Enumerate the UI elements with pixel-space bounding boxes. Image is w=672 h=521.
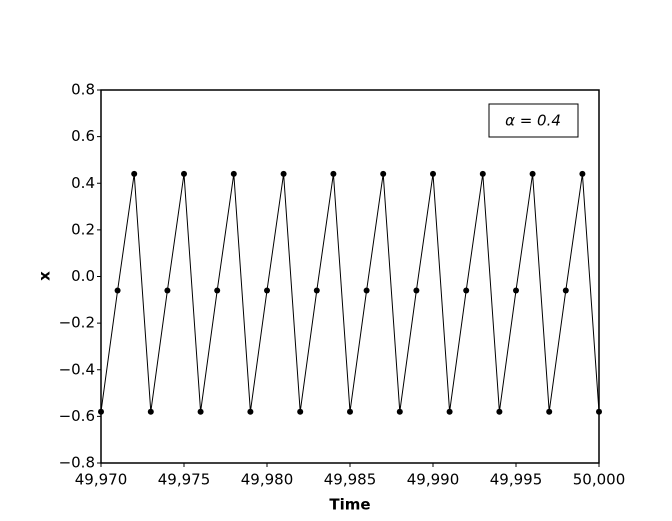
y-tick-label: 0.4	[71, 174, 95, 192]
data-point	[479, 170, 486, 177]
data-point	[280, 170, 287, 177]
x-tick-label: 49,975	[158, 471, 211, 489]
data-point	[114, 287, 121, 294]
annotation: α = 0.4	[505, 112, 561, 130]
y-tick-label: 0.2	[71, 220, 95, 238]
x-axis-label: Time	[329, 496, 370, 514]
data-point	[347, 408, 353, 415]
data-point	[131, 170, 138, 177]
data-point	[98, 408, 104, 415]
data-point	[562, 287, 569, 294]
y-tick-label: 0.6	[71, 127, 95, 145]
data-point	[363, 287, 370, 294]
data-point	[330, 170, 337, 177]
y-tick-label: −0.2	[59, 314, 95, 332]
annotation-box	[488, 103, 579, 138]
data-point	[214, 287, 221, 294]
data-point	[264, 287, 270, 294]
data-point	[396, 408, 403, 415]
y-tick-label: −0.6	[59, 407, 95, 425]
data-point	[147, 408, 154, 415]
data-point	[164, 287, 171, 294]
x-tick-label: 49,990	[407, 471, 460, 489]
data-point	[297, 408, 304, 415]
y-tick-label: −0.4	[59, 360, 95, 378]
data-point	[579, 170, 586, 177]
y-tick-label: −0.8	[59, 454, 95, 472]
data-point	[463, 287, 470, 294]
data-point	[546, 408, 553, 415]
y-tick-label: 0.0	[71, 267, 95, 285]
data-point	[380, 170, 387, 177]
x-tick-label: 49,995	[490, 471, 543, 489]
data-point	[413, 287, 420, 294]
y-tick-label: 0.8	[71, 81, 95, 99]
data-point	[313, 287, 320, 294]
data-point	[230, 170, 237, 177]
data-point	[247, 408, 254, 415]
y-axis-label: x	[36, 271, 54, 281]
data-point	[197, 408, 204, 415]
data-point	[529, 170, 536, 177]
x-tick-label: 49,985	[324, 471, 377, 489]
data-line	[101, 173, 599, 412]
data-point	[430, 170, 436, 177]
x-tick-label: 49,970	[75, 471, 128, 489]
data-point	[181, 170, 187, 177]
data-point	[596, 408, 602, 415]
data-point	[446, 408, 453, 415]
x-tick-label: 50,000	[573, 471, 626, 489]
x-tick-label: 49,980	[241, 471, 294, 489]
data-point	[496, 408, 503, 415]
data-point	[513, 287, 519, 294]
